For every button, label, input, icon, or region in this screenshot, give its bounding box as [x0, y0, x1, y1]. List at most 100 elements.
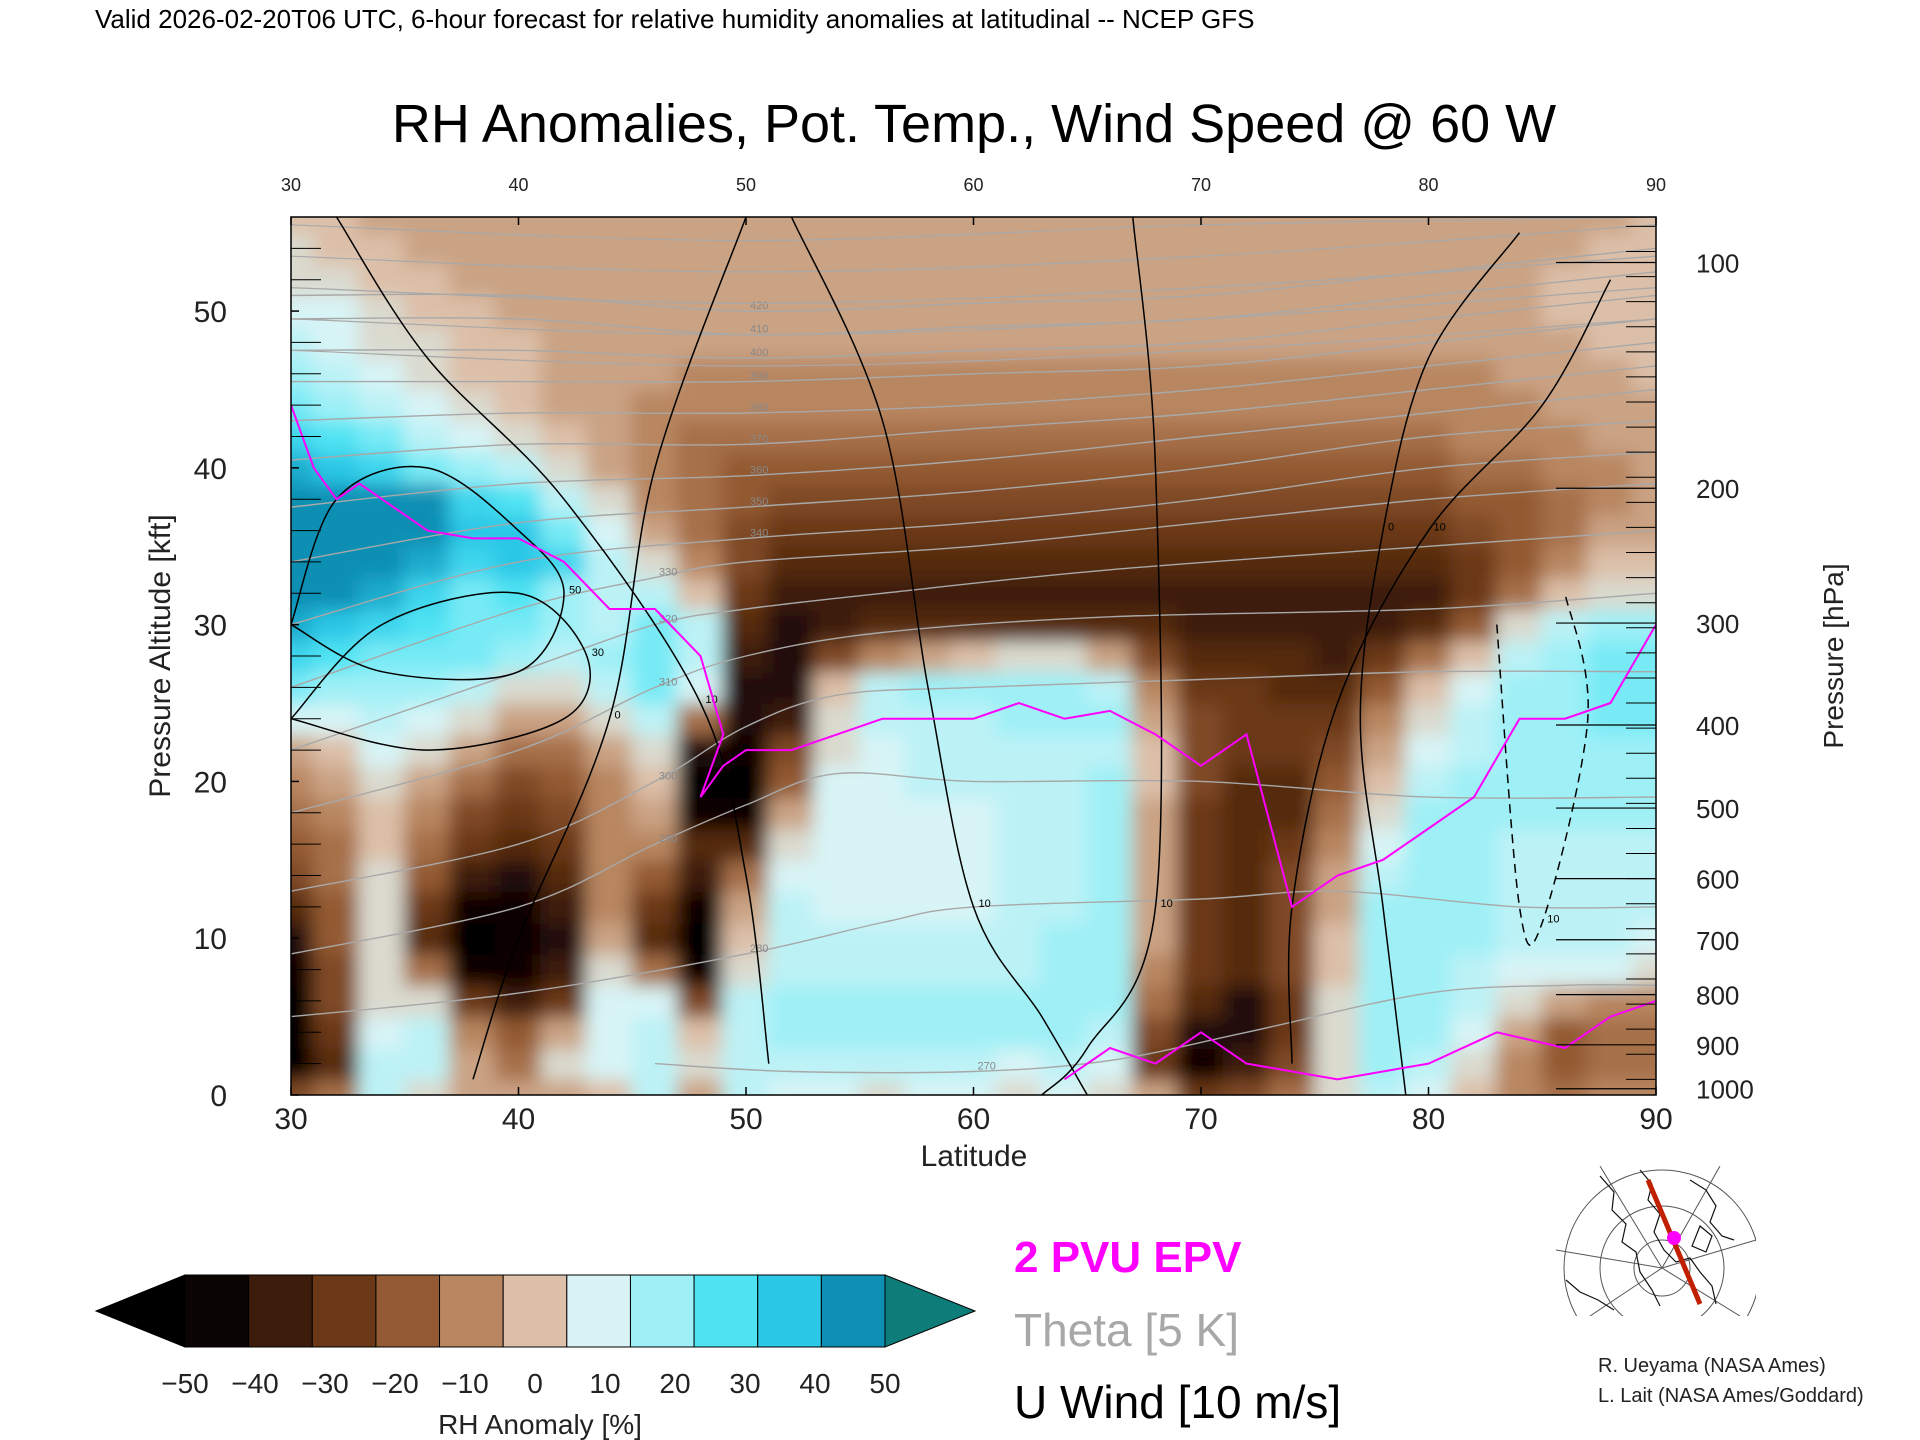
rh-cell: [585, 231, 634, 266]
rh-cell: [858, 921, 907, 955]
x-tick-label-top: 50: [736, 175, 756, 195]
rh-cell: [494, 952, 543, 987]
rh-cell: [949, 217, 998, 234]
rh-cell: [1040, 952, 1089, 987]
rh-cell: [1404, 858, 1453, 893]
rh-cell: [403, 796, 452, 830]
rh-cell: [1268, 357, 1316, 391]
rh-cell: [813, 639, 861, 673]
theta-contour-label: 410: [750, 324, 768, 336]
rh-cell: [722, 1078, 770, 1095]
rh-cell: [494, 482, 543, 516]
rh-cell: [813, 294, 861, 328]
rh-cell: [949, 482, 998, 516]
rh-cell: [1495, 545, 1544, 579]
rh-cell: [585, 482, 634, 516]
rh-cell: [449, 294, 497, 328]
rh-cell: [631, 217, 679, 234]
rh-cell: [676, 545, 725, 579]
rh-cell: [767, 858, 816, 893]
rh-cell: [358, 639, 406, 673]
theta-contour-label: 330: [659, 567, 677, 579]
rh-cell: [813, 827, 861, 861]
rh-cell: [1586, 952, 1635, 987]
rh-cell: [631, 513, 679, 548]
rh-cell: [1450, 217, 1498, 234]
u-wind-contour-label: 0: [615, 710, 621, 722]
rh-cell: [1586, 796, 1635, 830]
theta-contours: 2702802903003103203303403503603703803904…: [291, 217, 1656, 1074]
rh-cell: [949, 796, 998, 830]
rh-cell: [904, 1046, 952, 1081]
rh-cell: [1313, 482, 1362, 516]
rh-cell: [1131, 984, 1180, 1018]
rh-cell: [813, 890, 861, 924]
rh-cell: [1177, 858, 1225, 893]
rh-cell: [722, 513, 770, 548]
rh-cell: [1040, 607, 1089, 642]
rh-cell: [1495, 1046, 1544, 1081]
rh-cell: [904, 1015, 952, 1049]
rh-cell: [585, 764, 634, 799]
rh-cell: [494, 388, 543, 422]
rh-cell: [1450, 1078, 1498, 1095]
rh-cell: [1222, 984, 1271, 1018]
rh-cell: [1450, 1046, 1498, 1081]
rh-cell: [1586, 921, 1635, 955]
rh-cell: [904, 513, 952, 548]
theta-contour: [291, 420, 1656, 563]
x-tick-label-top: 30: [281, 175, 301, 195]
rh-cell: [1177, 294, 1225, 328]
rh-cell: [1450, 702, 1498, 736]
rh-cell: [1268, 733, 1316, 767]
rh-cell: [1586, 639, 1635, 673]
theta-contour-label: 420: [750, 300, 768, 312]
rh-cell: [1404, 827, 1453, 861]
rh-cell: [813, 1078, 861, 1095]
rh-cell: [995, 1078, 1043, 1095]
rh-cell: [494, 607, 543, 642]
rh-cell: [1404, 921, 1453, 955]
rh-cell: [1495, 263, 1544, 297]
rh-cell: [1313, 607, 1362, 642]
rh-cell: [1131, 921, 1180, 955]
colorbar-tick-label: 20: [659, 1368, 690, 1399]
rh-cell: [403, 419, 452, 454]
rh-cell: [995, 325, 1043, 360]
rh-cell: [858, 796, 907, 830]
rh-cell: [1131, 858, 1180, 893]
rh-cell: [858, 639, 907, 673]
rh-cell: [1040, 921, 1089, 955]
rh-cell: [631, 357, 679, 391]
colorbar-swatch: [693, 1274, 759, 1348]
rh-cell: [1086, 388, 1134, 422]
rh-cell: [1268, 451, 1316, 485]
rh-cell: [813, 796, 861, 830]
rh-cell: [449, 858, 497, 893]
y-axis-label-left: Pressure Altitude [kft]: [144, 514, 177, 797]
rh-cell: [540, 451, 588, 485]
x-tick-label: 50: [729, 1103, 762, 1136]
rh-cell: [312, 294, 361, 328]
rh-cell: [1359, 263, 1407, 297]
rh-cell: [631, 294, 679, 328]
rh-cell: [858, 1015, 907, 1049]
rh-cell: [1632, 921, 1656, 955]
rh-cell: [858, 1046, 907, 1081]
rh-cell: [676, 1078, 725, 1095]
rh-cell: [1086, 952, 1134, 987]
rh-cell: [949, 921, 998, 955]
rh-cell: [494, 764, 543, 799]
rh-cell: [1450, 545, 1498, 579]
rh-cell: [540, 1015, 588, 1049]
rh-cell: [813, 952, 861, 987]
rh-cell: [631, 482, 679, 516]
section-center-dot: [1667, 1231, 1681, 1245]
rh-cell: [1450, 952, 1498, 987]
rh-cell: [1177, 670, 1225, 705]
rh-cell: [1359, 702, 1407, 736]
rh-cell: [767, 325, 816, 360]
rh-cell: [1359, 419, 1407, 454]
rh-cell: [631, 419, 679, 454]
legend-wind: U Wind [10 m/s]: [1014, 1376, 1341, 1428]
